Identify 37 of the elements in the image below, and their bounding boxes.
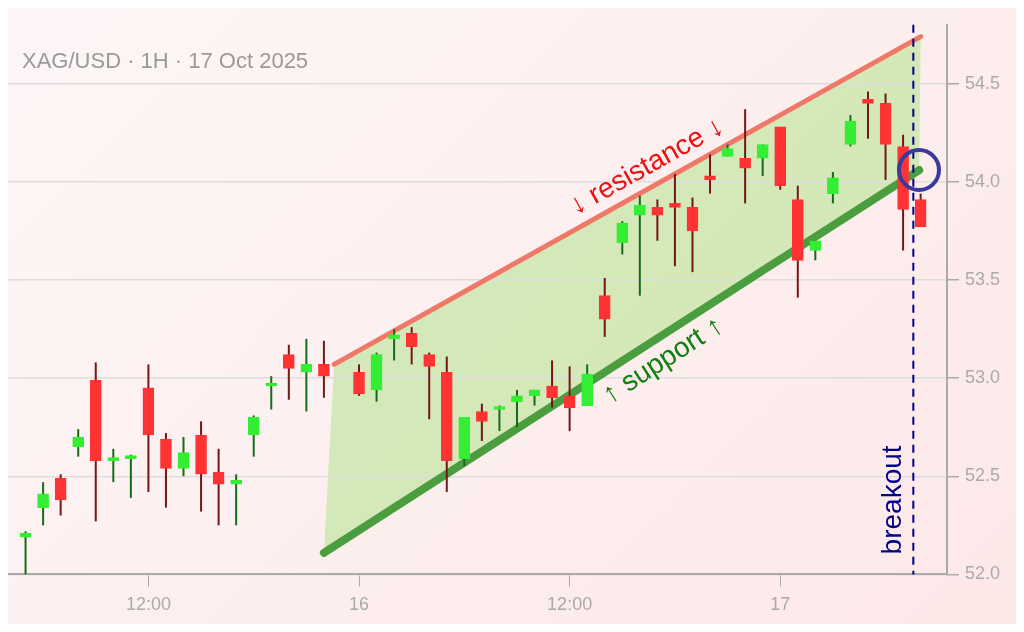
candlestick <box>598 277 611 338</box>
candlestick <box>423 351 436 421</box>
y-tick-label: 54.5 <box>964 72 1001 93</box>
candlestick <box>493 404 506 433</box>
candlestick <box>247 414 260 458</box>
candlestick <box>300 337 313 413</box>
candlestick <box>862 90 874 140</box>
y-tick-label: 52.5 <box>964 465 1001 486</box>
y-tick-label: 53.5 <box>964 268 1001 289</box>
candlestick <box>756 143 769 177</box>
ref-line-label: breakout <box>876 445 908 555</box>
candlestick <box>476 402 488 442</box>
candlestick <box>844 114 857 148</box>
candlestick <box>282 343 295 401</box>
x-tick-label: 16 <box>349 594 370 615</box>
candlestick <box>563 365 576 433</box>
candlestick <box>125 453 137 499</box>
candlestick <box>54 473 67 517</box>
y-tick-label: 52.0 <box>964 563 1001 584</box>
x-tick-label: 17 <box>770 594 791 615</box>
candlestick <box>827 171 839 205</box>
candlestick <box>177 436 190 478</box>
candlestick <box>739 108 751 205</box>
x-tick-label: 12:00 <box>125 594 171 615</box>
candlestick <box>616 220 629 256</box>
candlestick <box>107 447 120 484</box>
candlestick <box>511 388 523 429</box>
candlestick <box>318 339 330 399</box>
candlestick <box>405 326 418 366</box>
candlestick <box>37 481 49 527</box>
y-tick-label: 53.0 <box>964 367 1001 388</box>
text: XAG/USD · 1H · 17 Oct 2025 <box>22 47 309 73</box>
candlestick <box>72 428 85 458</box>
candlestick <box>546 359 558 409</box>
y-tick-label: 54.0 <box>964 170 1001 191</box>
candlestick <box>353 363 365 397</box>
x-tick-label: 12:00 <box>547 594 593 615</box>
